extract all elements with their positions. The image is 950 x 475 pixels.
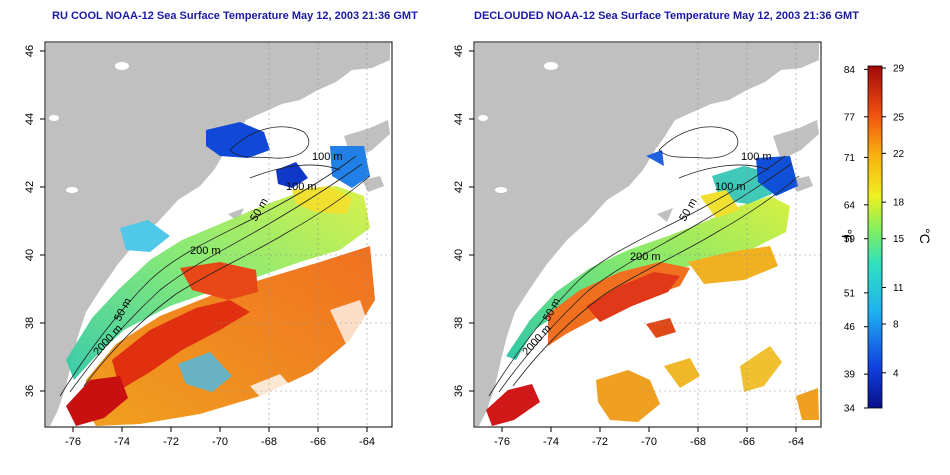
colorbar-c-label: 29 (893, 64, 905, 75)
contour-label: 100 m (741, 151, 772, 163)
x-tick-label: -70 (212, 436, 228, 448)
colorbar-f-label: 77 (844, 112, 856, 123)
y-tick-label: 46 (453, 45, 465, 57)
colorbar-c-label: 8 (893, 320, 899, 331)
left-map-title: RU COOL NOAA-12 Sea Surface Temperature … (52, 10, 418, 22)
x-tick-label: -68 (261, 436, 277, 448)
y-tick-label: 44 (453, 113, 465, 125)
x-tick-label: -72 (163, 436, 179, 448)
fahrenheit-unit-label: °F (839, 229, 855, 243)
right-map-title: DECLOUDED NOAA-12 Sea Surface Temperatur… (474, 10, 859, 22)
contour-label: 100 m (312, 151, 343, 163)
colorbar-f-label: 71 (844, 153, 856, 164)
y-tick-label: 42 (24, 181, 36, 193)
y-tick-label: 38 (453, 317, 465, 329)
contour-label: 100 m (715, 181, 746, 193)
colorbar-f-label: 64 (844, 200, 856, 211)
colorbar-f-label: 34 (844, 404, 856, 415)
colorbar-c-label: 25 (893, 112, 905, 123)
x-tick-label: -76 (494, 436, 510, 448)
contour-label: 200 m (630, 251, 661, 263)
x-tick-label: -76 (65, 436, 81, 448)
x-tick-label: -74 (543, 436, 559, 448)
x-tick-label: -66 (739, 436, 755, 448)
colorbar-celsius-ticks: 29 25 22 18 15 11 8 4 (882, 64, 905, 379)
colorbar-c-label: 4 (893, 368, 899, 379)
right-x-axis: -76 -74 -72 -70 -68 -66 -64 (494, 427, 804, 448)
y-tick-label: 44 (24, 113, 36, 125)
left-map-panel: 100 m 100 m 50 m 200 m 50 m 2000 m -76 -7… (24, 41, 393, 448)
y-tick-label: 40 (453, 249, 465, 261)
right-grid (644, 43, 820, 426)
y-tick-label: 46 (24, 45, 36, 57)
colorbar-f-label: 39 (844, 370, 856, 381)
x-tick-label: -66 (310, 436, 326, 448)
right-bathymetry-contours (488, 126, 800, 397)
contour-label: 100 m (286, 181, 317, 193)
colorbar-f-label: 59 (844, 234, 856, 245)
right-sst-field (486, 150, 819, 426)
x-tick-label: -70 (641, 436, 657, 448)
colorbar-f-label: 46 (844, 322, 856, 333)
x-tick-label: -64 (359, 436, 375, 448)
left-bathymetry-contours (59, 126, 371, 397)
left-sst-field (66, 122, 375, 426)
colorbar-c-label: 22 (893, 149, 905, 160)
x-tick-label: -68 (690, 436, 706, 448)
celsius-unit-label: °C (917, 228, 933, 244)
left-y-axis: 36 38 40 42 44 46 (24, 45, 45, 397)
colorbar-f-label: 84 (844, 65, 856, 76)
colorbar-f-label: 51 (844, 288, 856, 299)
colorbar-fahrenheit-ticks: 84 77 71 64 59 51 46 39 34 (844, 65, 868, 415)
colorbar-scale (867, 65, 883, 409)
contour-label: 200 m (190, 245, 221, 257)
right-map-panel: 100 m 100 m 50 m 200 m 50 m 2000 m -76 -7… (453, 41, 822, 448)
y-tick-label: 40 (24, 249, 36, 261)
colorbar-c-label: 15 (893, 234, 905, 245)
left-x-axis: -76 -74 -72 -70 -68 -66 -64 (65, 427, 375, 448)
x-tick-label: -74 (114, 436, 130, 448)
right-y-axis: 36 38 40 42 44 46 (453, 45, 474, 397)
y-tick-label: 42 (453, 181, 465, 193)
left-grid (215, 43, 391, 426)
y-tick-label: 36 (453, 385, 465, 397)
y-tick-label: 36 (24, 385, 36, 397)
colorbar-c-label: 11 (893, 283, 904, 294)
colorbar-c-label: 18 (893, 198, 905, 209)
y-tick-label: 38 (24, 317, 36, 329)
x-tick-label: -64 (788, 436, 804, 448)
x-tick-label: -72 (592, 436, 608, 448)
